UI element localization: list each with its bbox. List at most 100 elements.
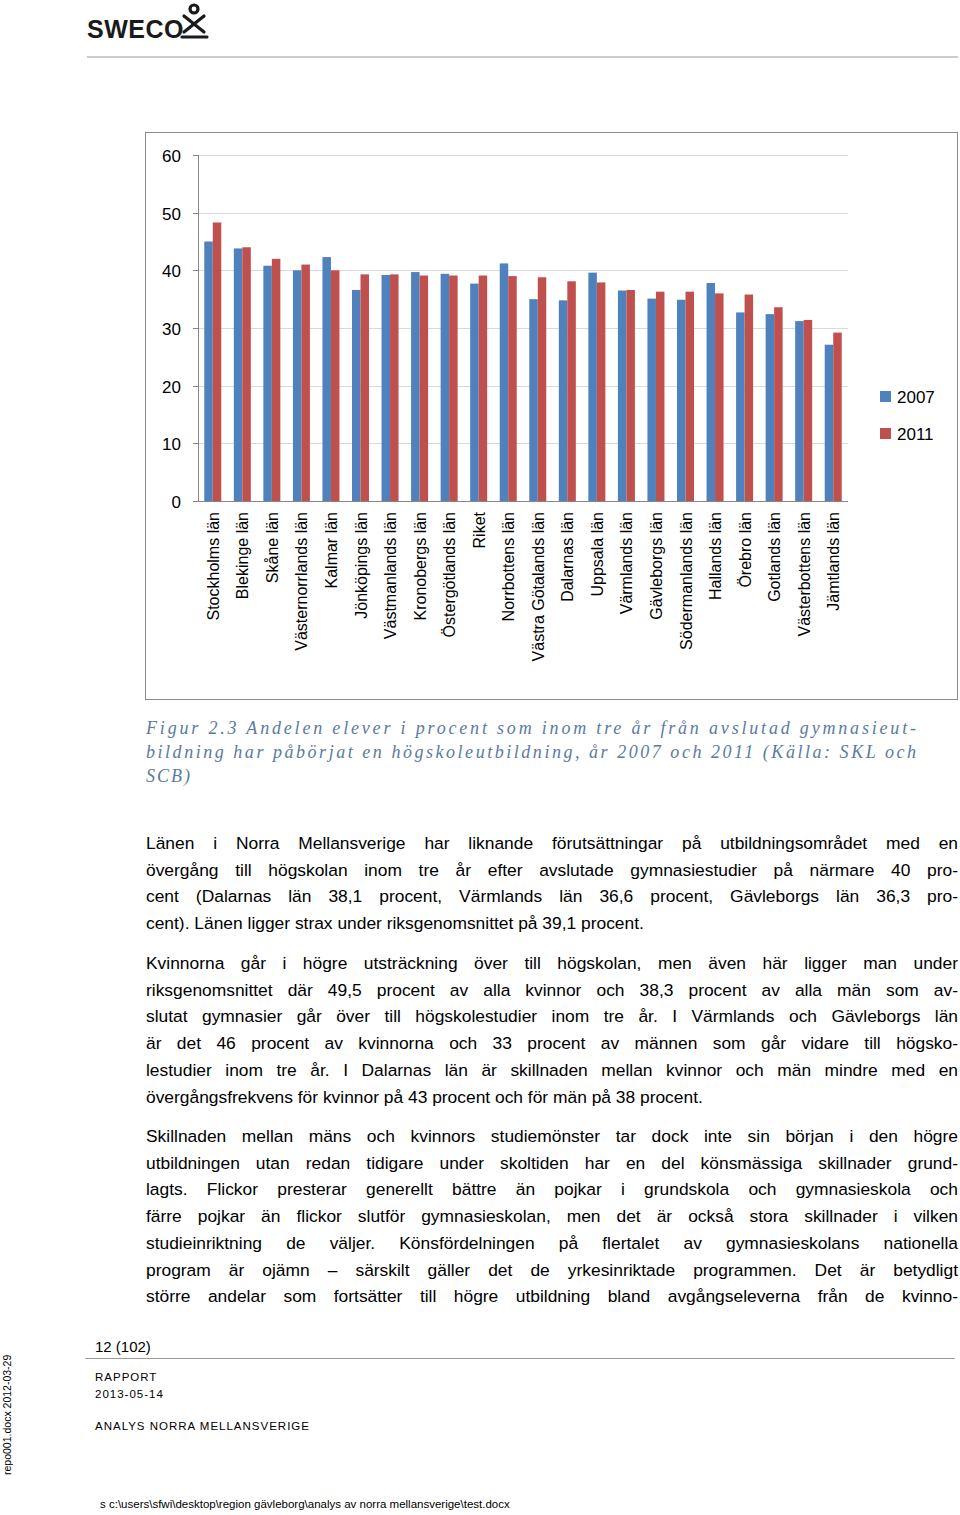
page-number: 12 (102)	[95, 1338, 151, 1355]
category-label: Kalmar län	[323, 512, 340, 588]
caption-line: Figur 2.3 Andelen elever i procent som i…	[146, 718, 919, 739]
category-label: Hallands län	[707, 512, 724, 600]
category-label: Örebro län	[737, 512, 754, 588]
y-tick-label: 0	[172, 493, 181, 512]
chart-frame	[146, 133, 958, 700]
bar	[766, 314, 775, 501]
bar	[272, 259, 281, 501]
category-label: Jämtlands län	[825, 512, 842, 611]
body-line: cent). Länen ligger strax under riksgeno…	[146, 913, 958, 934]
bar	[707, 283, 716, 501]
bar	[449, 276, 458, 501]
bar	[597, 282, 606, 501]
body-line: program är ojämn – särskilt gäller det d…	[146, 1260, 958, 1281]
y-axis	[198, 155, 199, 501]
y-tick-label: 20	[162, 378, 181, 397]
bar	[529, 299, 538, 501]
bar	[242, 247, 251, 501]
body-line: slutat gymnasier går över till högskoles…	[146, 1006, 958, 1027]
bar	[301, 265, 310, 501]
bar	[213, 222, 222, 501]
doc-type: RAPPORT	[95, 1371, 157, 1383]
header-rule	[87, 57, 958, 58]
legend-swatch	[880, 391, 891, 402]
y-tick-label: 30	[162, 320, 181, 339]
x-axis	[198, 501, 848, 502]
bar	[234, 248, 243, 501]
category-label: Kronobergs län	[412, 512, 429, 621]
category-label: Uppsala län	[589, 512, 606, 597]
bars	[204, 222, 841, 501]
category-label: Gotlands län	[766, 512, 783, 602]
y-tick	[193, 386, 198, 387]
body-line: större andelar som fortsätter till högre…	[146, 1286, 958, 1307]
y-tick	[193, 270, 198, 271]
logo-head	[190, 5, 198, 13]
grid-line	[198, 213, 848, 214]
grid-line	[198, 155, 848, 156]
bar	[656, 292, 665, 501]
y-tick-label: 50	[162, 205, 181, 224]
grid-line	[198, 501, 848, 502]
body-line: riksgenomsnittet där 49,5 procent av all…	[146, 980, 958, 1001]
category-label: Gävleborgs län	[648, 512, 665, 620]
body-line: övergångsfrekvens för kvinnor på 43 proc…	[146, 1087, 958, 1108]
logo-icon	[182, 5, 207, 37]
doc-title: ANALYS NORRA MELLANSVERIGE	[95, 1420, 310, 1432]
legend-label: 2007	[897, 388, 935, 407]
bar	[588, 273, 597, 501]
bar	[500, 263, 509, 501]
y-tick	[193, 213, 198, 214]
legend-label: 2011	[897, 425, 934, 444]
y-tick	[193, 155, 198, 156]
category-label: Södermanlands län	[678, 512, 695, 650]
category-label: Riket	[471, 511, 488, 548]
footer-rule	[85, 1358, 955, 1359]
bar	[508, 276, 517, 501]
body-line: lagts. Flickor presterar generellt bättr…	[146, 1179, 958, 1200]
category-label: Norrbottens län	[500, 512, 517, 621]
logo-text: SWECO	[87, 15, 184, 43]
category-label: Östergötlands län	[441, 512, 458, 637]
bar	[204, 242, 213, 502]
category-label: Skåne län	[264, 512, 281, 583]
bar	[745, 295, 754, 501]
bar	[361, 274, 370, 501]
y-tick-label: 40	[162, 262, 181, 281]
doc-date: 2013-05-14	[95, 1388, 164, 1400]
category-label: Västernorrlands län	[293, 512, 310, 651]
bar	[293, 270, 302, 501]
bar	[825, 345, 834, 501]
body-line: är det 46 procent av kvinnorna och 33 pr…	[146, 1033, 958, 1054]
logo-stroke	[184, 16, 204, 32]
y-tick	[193, 501, 198, 502]
body-line: färre pojkar än flickor slutför gymnasie…	[146, 1206, 958, 1227]
bar	[647, 299, 656, 501]
bar	[411, 272, 420, 501]
bar	[804, 320, 813, 501]
bar	[420, 276, 429, 501]
bar	[390, 274, 399, 501]
caption-line: SCB)	[146, 766, 192, 787]
category-label: Västra Götalands län	[530, 512, 547, 661]
category-label: Blekinge län	[234, 512, 251, 599]
bar	[833, 333, 842, 501]
body-line: Kvinnorna går i högre utsträckning över …	[146, 953, 958, 974]
bar	[626, 290, 635, 501]
body-line: Länen i Norra Mellansverige har liknande…	[146, 833, 958, 854]
y-tick-label: 60	[162, 147, 181, 166]
y-tick-label: 10	[162, 435, 181, 454]
body-line: lestudier inom tre år. I Dalarnas län är…	[146, 1060, 958, 1081]
category-label: Dalarnas län	[559, 512, 576, 602]
file-path: s c:\users\sfwi\desktop\region gävleborg…	[100, 1498, 510, 1510]
side-note: repo001.docx 2012-03-29	[1, 1355, 13, 1475]
bar	[715, 293, 724, 501]
category-label: Jönköpings län	[353, 512, 370, 619]
bar	[618, 291, 627, 501]
bar	[331, 270, 340, 501]
category-label: Värmlands län	[618, 512, 635, 614]
bar	[479, 276, 488, 501]
bar	[441, 274, 450, 501]
body-line: övergång till högskolan inom tre år efte…	[146, 860, 958, 881]
bar	[559, 300, 568, 501]
